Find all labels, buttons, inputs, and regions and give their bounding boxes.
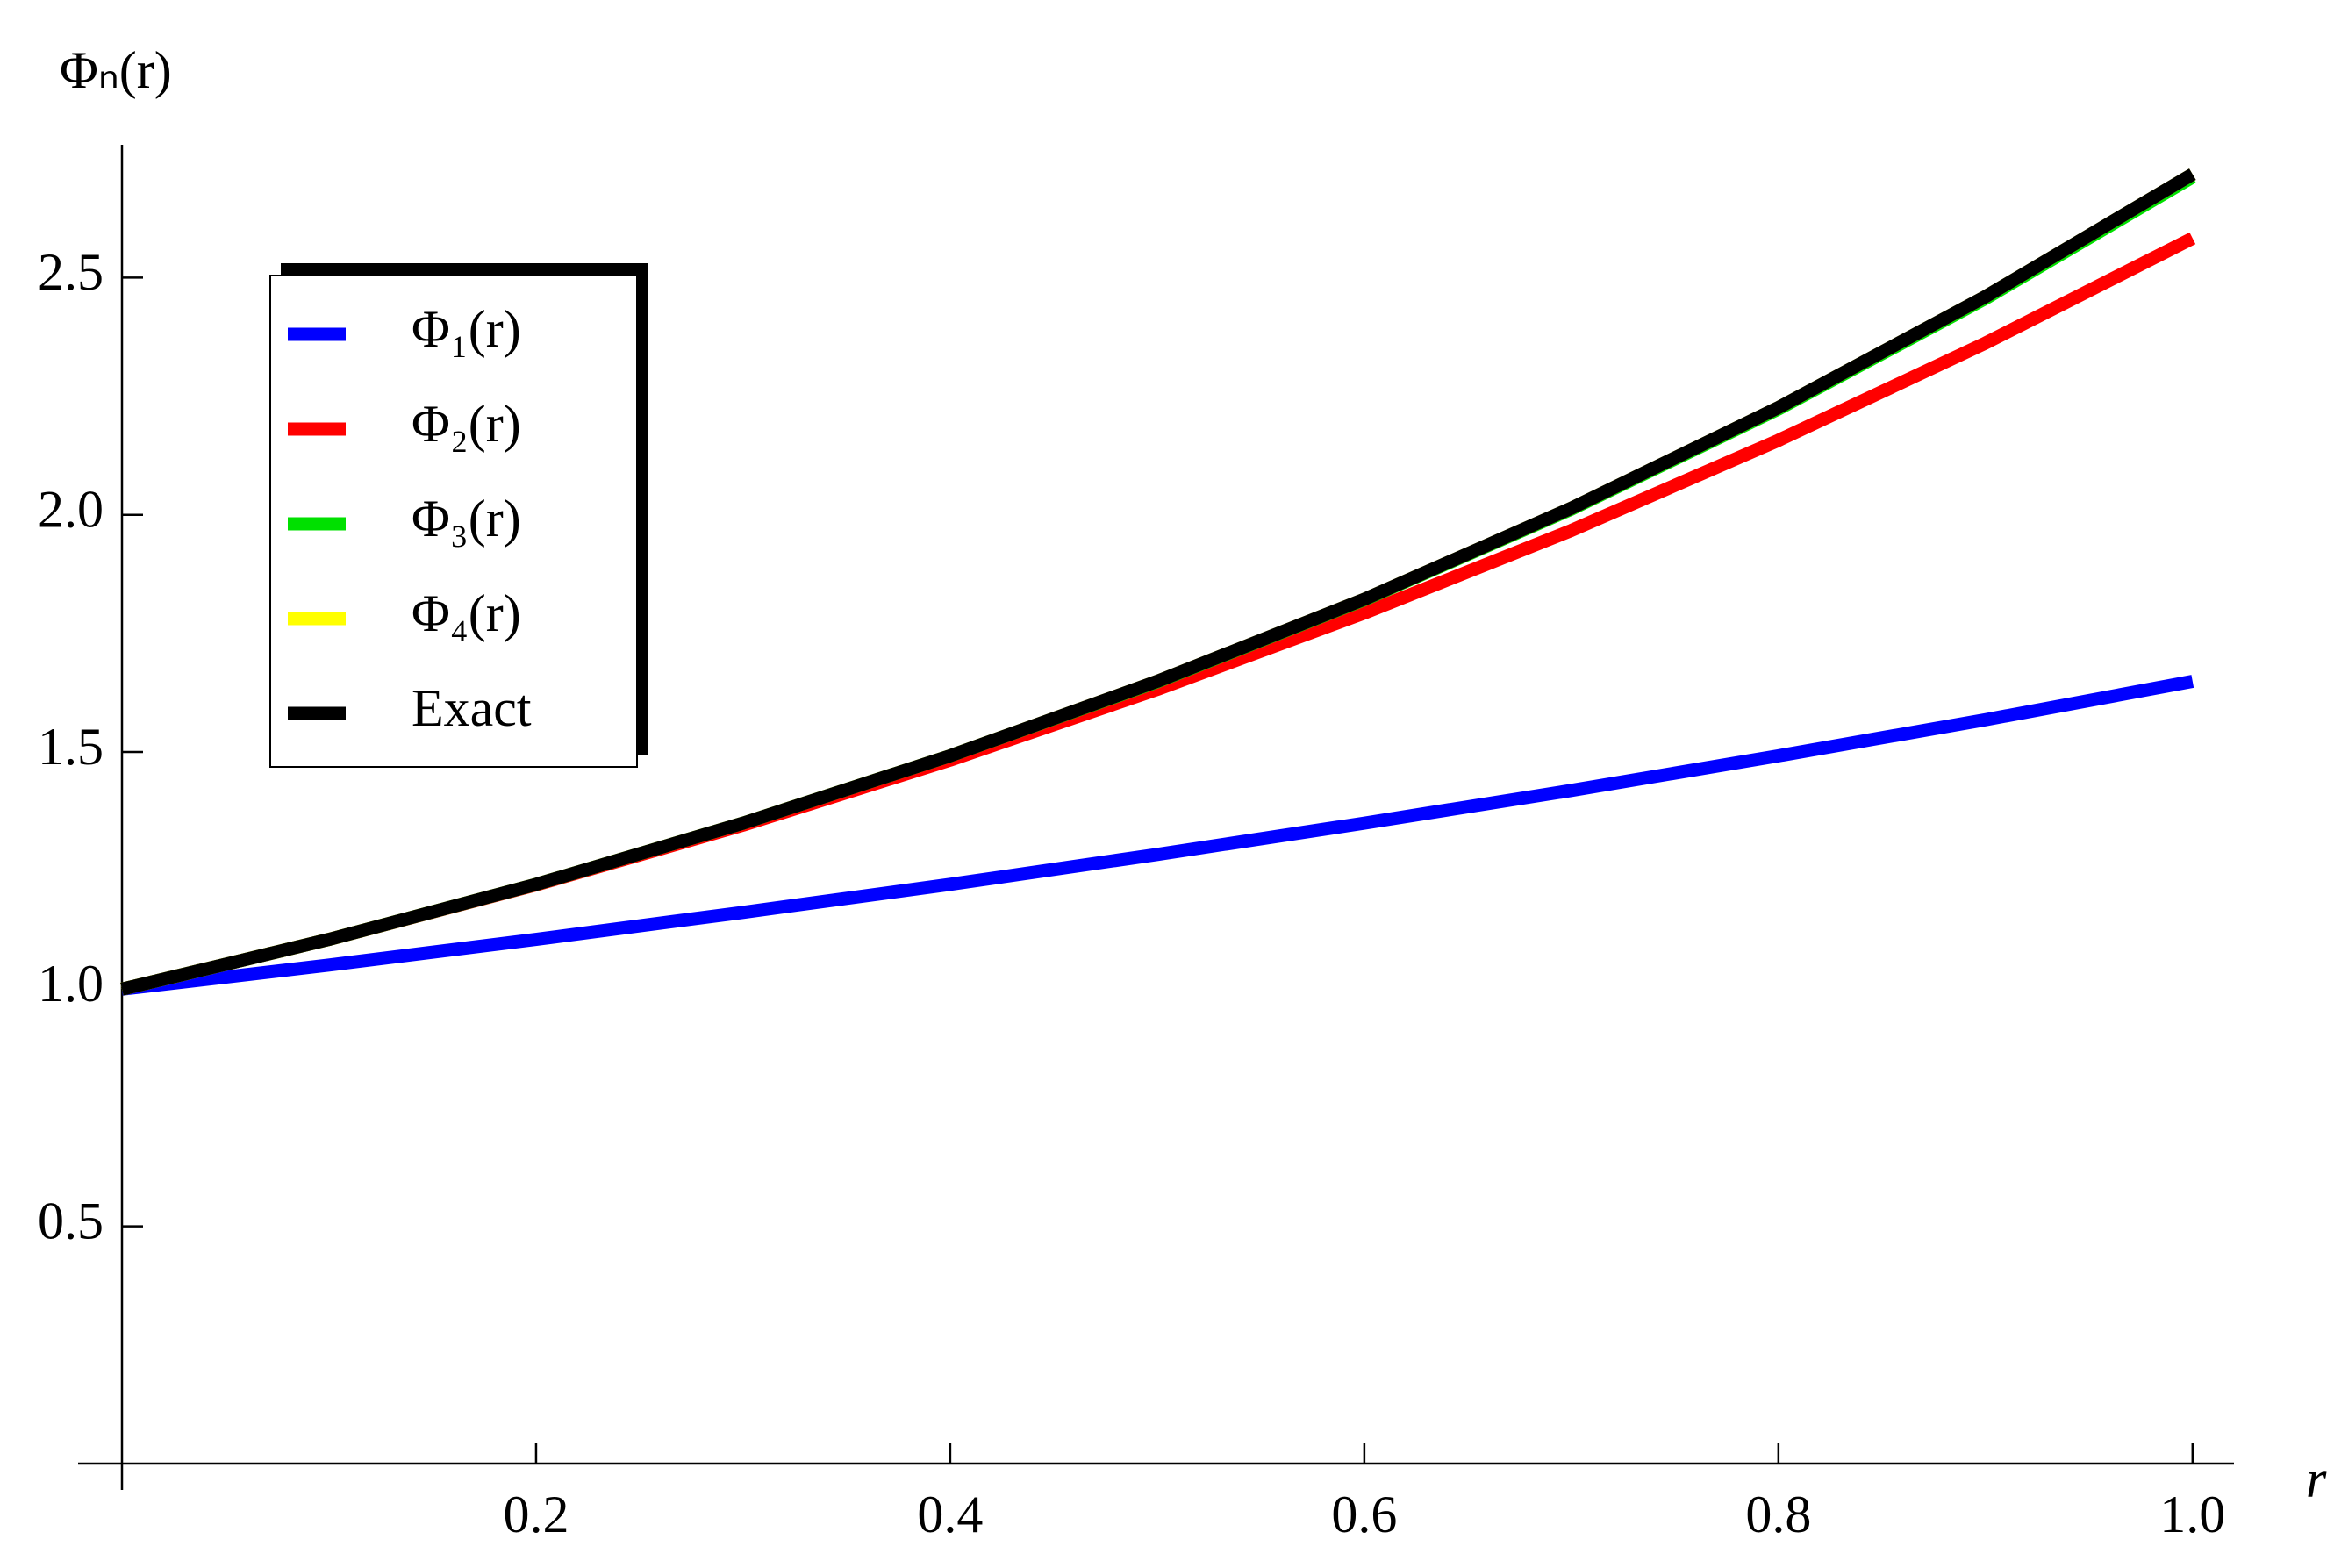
legend-label: Φ₄(r) <box>412 584 521 642</box>
x-tick-label: 0.6 <box>1331 1486 1397 1543</box>
y-tick-label: 2.0 <box>38 480 104 538</box>
legend-label: Φ₂(r) <box>412 395 521 453</box>
x-tick-label: 0.2 <box>503 1486 569 1543</box>
series-line <box>121 675 2194 996</box>
y-tick-label: 1.5 <box>38 718 104 776</box>
series-line <box>120 168 2196 996</box>
legend-label: Φ₁(r) <box>412 300 521 358</box>
x-tick-label: 0.8 <box>1745 1486 1811 1543</box>
x-tick-label: 1.0 <box>2159 1486 2225 1543</box>
y-axis-label: Φₙ(r) <box>60 41 172 99</box>
y-tick-label: 0.5 <box>38 1192 104 1249</box>
legend-label: Exact <box>412 679 532 737</box>
legend-label: Φ₃(r) <box>412 490 521 548</box>
y-tick-label: 1.0 <box>38 955 104 1013</box>
x-tick-label: 0.4 <box>917 1486 983 1543</box>
x-axis-label: r <box>2306 1450 2327 1508</box>
y-tick-label: 2.5 <box>38 243 104 301</box>
